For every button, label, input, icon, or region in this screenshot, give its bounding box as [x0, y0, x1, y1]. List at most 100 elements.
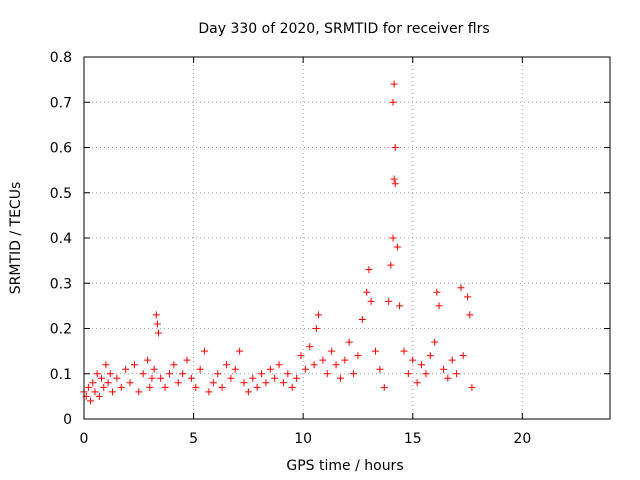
- data-point: [262, 379, 270, 387]
- data-point: [170, 361, 178, 369]
- data-point: [152, 311, 160, 319]
- data-point: [174, 379, 182, 387]
- y-tick-label: 0: [63, 412, 72, 428]
- x-tick-labels: 0 5 10 15 20: [80, 431, 532, 447]
- axis-ticks: [83, 56, 610, 420]
- data-point: [87, 397, 95, 405]
- data-point: [457, 284, 465, 292]
- data-point: [222, 361, 230, 369]
- data-point: [389, 98, 397, 106]
- y-tick-label: 0.5: [50, 186, 72, 202]
- y-tick-label: 0.8: [50, 50, 72, 66]
- data-point: [418, 361, 426, 369]
- data-point: [266, 365, 274, 373]
- data-point: [341, 356, 349, 364]
- data-point: [422, 370, 430, 378]
- data-point: [376, 365, 384, 373]
- data-point: [135, 388, 143, 396]
- data-point: [236, 347, 244, 355]
- data-point: [144, 356, 152, 364]
- data-point: [157, 374, 165, 382]
- data-point: [155, 329, 163, 337]
- x-tick-label: 0: [80, 431, 89, 447]
- data-point: [301, 365, 309, 373]
- data-point: [192, 383, 200, 391]
- data-point: [258, 370, 266, 378]
- data-point: [380, 383, 388, 391]
- data-point: [390, 80, 398, 88]
- grid-lines: [84, 57, 610, 419]
- data-point: [404, 370, 412, 378]
- data-point: [367, 297, 375, 305]
- data-point: [253, 383, 261, 391]
- y-axis-label: SRMTID / TECUs: [8, 182, 24, 295]
- data-point: [150, 365, 158, 373]
- data-point: [396, 302, 404, 310]
- y-tick-label: 0.2: [50, 322, 72, 338]
- data-point: [275, 361, 283, 369]
- y-tick-label: 0.7: [50, 95, 72, 111]
- data-point: [102, 361, 110, 369]
- data-point: [391, 144, 399, 151]
- data-point: [315, 311, 323, 319]
- data-point: [153, 320, 161, 328]
- data-point: [444, 374, 452, 382]
- data-point: [279, 379, 287, 387]
- data-point: [312, 325, 320, 332]
- data-point: [310, 361, 318, 369]
- data-point: [409, 356, 417, 364]
- data-point: [108, 388, 116, 396]
- data-point: [393, 243, 401, 251]
- data-point: [354, 352, 362, 360]
- data-point: [439, 365, 447, 373]
- data-point: [400, 347, 408, 355]
- data-point: [319, 356, 327, 364]
- data-point: [93, 370, 101, 378]
- y-tick-label: 0.4: [50, 231, 72, 247]
- data-point: [244, 388, 252, 396]
- data-point: [385, 297, 393, 305]
- data-point: [350, 370, 358, 378]
- y-tick-label: 0.1: [50, 367, 72, 383]
- data-point: [358, 315, 366, 323]
- data-point: [345, 338, 353, 346]
- data-point: [104, 379, 112, 387]
- data-point: [453, 370, 461, 378]
- data-point: [106, 370, 114, 378]
- data-point: [91, 388, 99, 396]
- data-point: [146, 383, 154, 391]
- data-point: [196, 365, 204, 373]
- data-point: [100, 383, 108, 391]
- data-point: [179, 370, 187, 378]
- chart-title: Day 330 of 2020, SRMTID for receiver flr…: [198, 21, 489, 37]
- data-point: [249, 374, 257, 382]
- data-point: [431, 338, 439, 346]
- data-point: [433, 288, 441, 296]
- x-tick-label: 20: [513, 431, 531, 447]
- data-point: [332, 361, 340, 369]
- data-point: [214, 370, 222, 378]
- data-point: [413, 379, 421, 387]
- data-point: [435, 302, 443, 310]
- data-point: [218, 383, 226, 391]
- x-tick-label: 15: [404, 431, 422, 447]
- data-point: [89, 379, 97, 387]
- data-point: [468, 383, 476, 391]
- data-point: [271, 374, 279, 382]
- plot-frame: [83, 56, 611, 420]
- data-point: [426, 352, 434, 360]
- data-point: [365, 266, 373, 274]
- data-point: [464, 293, 472, 301]
- data-point: [209, 379, 217, 387]
- data-point: [165, 370, 173, 378]
- data-point: [95, 392, 103, 400]
- data-point: [240, 379, 248, 387]
- data-point: [459, 352, 467, 360]
- x-tick-label: 10: [294, 431, 312, 447]
- data-point: [328, 347, 336, 355]
- data-point: [113, 374, 121, 382]
- data-point: [231, 365, 239, 373]
- x-tick-label: 5: [189, 431, 198, 447]
- data-point: [122, 365, 130, 373]
